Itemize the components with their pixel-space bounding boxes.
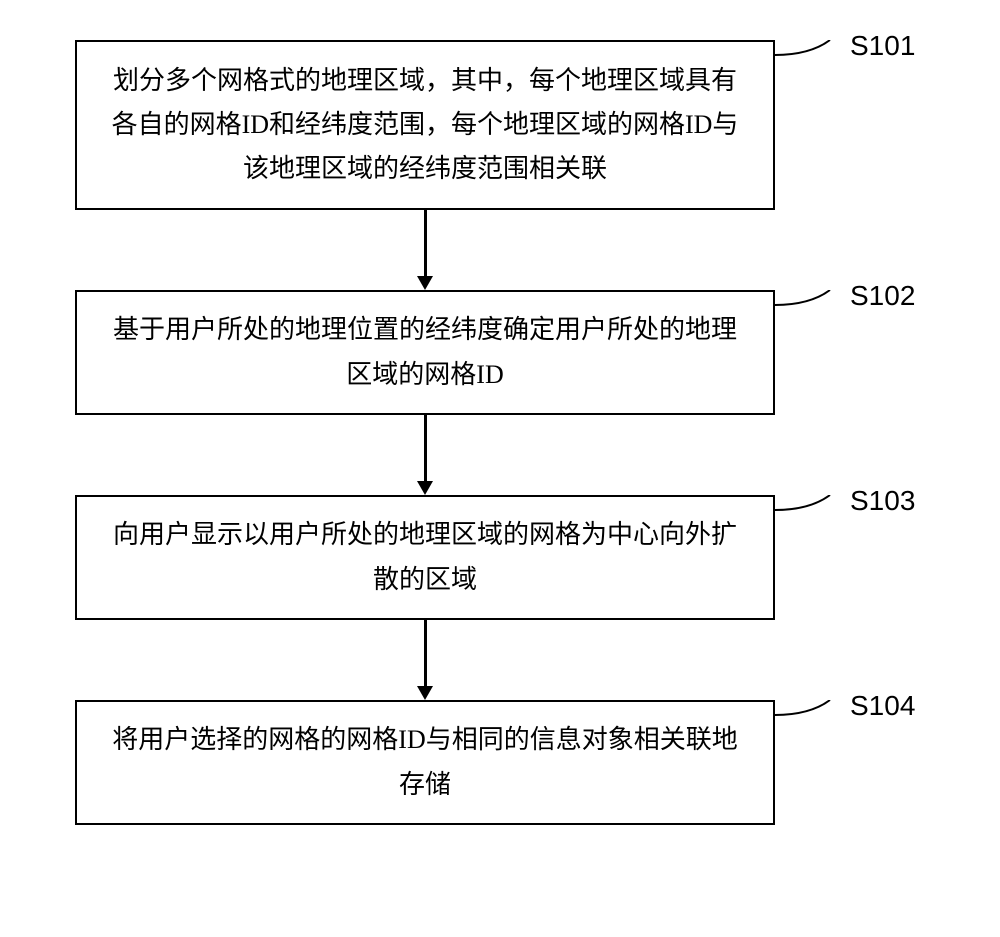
label-connector-s104 xyxy=(775,700,855,760)
label-connector-s103 xyxy=(775,495,855,555)
node-text-s102: 基于用户所处的地理位置的经纬度确定用户所处的地理区域的网格ID xyxy=(101,308,749,396)
edge-s103-s104 xyxy=(424,620,427,686)
node-text-s103: 向用户显示以用户所处的地理区域的网格为中心向外扩散的区域 xyxy=(101,513,749,601)
arrowhead-s103-s104 xyxy=(417,686,433,700)
arrowhead-s102-s103 xyxy=(417,481,433,495)
edge-s101-s102 xyxy=(424,210,427,276)
flowchart-node-s102: 基于用户所处的地理位置的经纬度确定用户所处的地理区域的网格ID xyxy=(75,290,775,415)
flowchart-container: 划分多个网格式的地理区域，其中，每个地理区域具有各自的网格ID和经纬度范围，每个… xyxy=(0,0,1000,937)
step-label-s102: S102 xyxy=(850,280,915,312)
arrowhead-s101-s102 xyxy=(417,276,433,290)
flowchart-node-s103: 向用户显示以用户所处的地理区域的网格为中心向外扩散的区域 xyxy=(75,495,775,620)
flowchart-node-s104: 将用户选择的网格的网格ID与相同的信息对象相关联地存储 xyxy=(75,700,775,825)
edge-s102-s103 xyxy=(424,415,427,481)
step-label-s101: S101 xyxy=(850,30,915,62)
label-connector-s102 xyxy=(775,290,855,350)
node-text-s101: 划分多个网格式的地理区域，其中，每个地理区域具有各自的网格ID和经纬度范围，每个… xyxy=(101,59,749,192)
step-label-s104: S104 xyxy=(850,690,915,722)
node-text-s104: 将用户选择的网格的网格ID与相同的信息对象相关联地存储 xyxy=(101,718,749,806)
label-connector-s101 xyxy=(775,40,855,100)
flowchart-node-s101: 划分多个网格式的地理区域，其中，每个地理区域具有各自的网格ID和经纬度范围，每个… xyxy=(75,40,775,210)
step-label-s103: S103 xyxy=(850,485,915,517)
